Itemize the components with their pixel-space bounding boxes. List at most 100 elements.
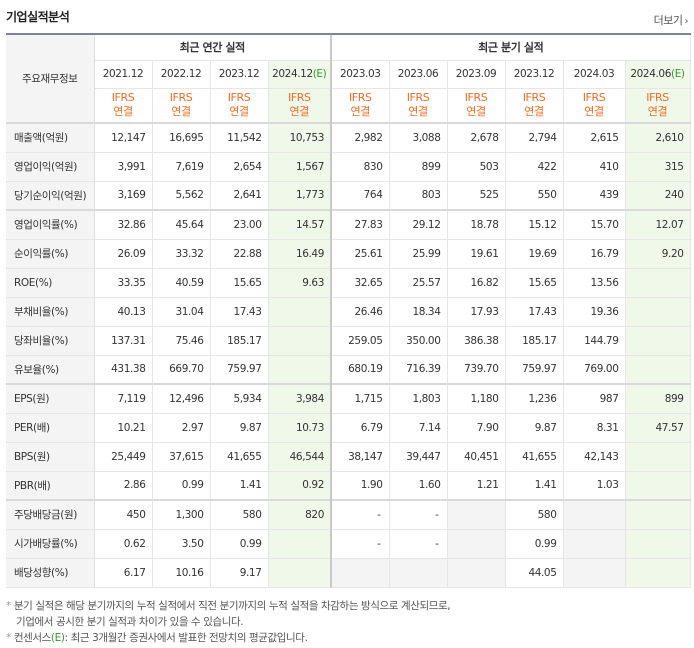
section-header: 기업실적분석 더보기 › [6, 8, 688, 28]
table-cell: 9.87 [210, 413, 269, 443]
table-cell: 820 [268, 499, 332, 530]
table-row: EPS(원) 7,119 12,496 5,934 3,984 1,715 1,803 1,1… [6, 383, 691, 414]
table-cell: 5,562 [152, 181, 211, 211]
table-cell: 37,615 [152, 442, 211, 472]
period-header: 2024.03 [563, 60, 626, 89]
table-cell: 2,641 [210, 181, 269, 211]
table-cell: 899 [389, 152, 448, 182]
period-header: 2022.12 [152, 60, 211, 89]
table-cell: 46,544 [268, 442, 332, 472]
section-title: 기업실적분석 [6, 10, 70, 24]
table-cell: 410 [563, 152, 626, 182]
ifrs-label: IFRS [348, 91, 372, 105]
table-cell: 18.78 [447, 209, 506, 240]
table-cell: 10.73 [268, 413, 332, 443]
table-cell: 769.00 [563, 355, 626, 385]
table-cell: 739.70 [447, 355, 506, 385]
estimate-marker: (E) [312, 68, 327, 80]
table-cell [268, 558, 332, 588]
table-cell: 987 [563, 383, 626, 414]
table-cell: 716.39 [389, 355, 448, 385]
table-cell [563, 499, 626, 530]
table-cell: 6.17 [94, 558, 153, 588]
table-cell: 386.38 [447, 326, 506, 356]
table-cell: 32.65 [330, 268, 390, 298]
table-cell: 1,803 [389, 383, 448, 414]
table-cell: 1.90 [330, 471, 390, 501]
table-cell: 10,753 [268, 122, 332, 153]
table-cell: 38,147 [330, 442, 390, 472]
table-row: 순이익률(%) 26.09 33.32 22.88 16.49 25.61 25.99 19.… [6, 239, 691, 269]
table-cell: 17.43 [210, 297, 269, 327]
row-label: ROE(%) [6, 268, 95, 298]
table-cell: 26.09 [94, 239, 153, 269]
table-cell [625, 326, 691, 356]
table-cell: 0.99 [505, 529, 564, 559]
table-cell [330, 558, 390, 588]
table-cell: 2,654 [210, 152, 269, 182]
table-cell: 27.83 [330, 209, 390, 240]
chevron-right-icon: › [684, 16, 689, 27]
table-cell: 2,615 [563, 122, 626, 153]
table-cell: 3,169 [94, 181, 153, 211]
table-cell: 8.31 [563, 413, 626, 443]
table-cell: 12,147 [94, 122, 153, 153]
table-cell [563, 529, 626, 559]
table-cell: 10.21 [94, 413, 153, 443]
table-cell: 759.97 [210, 355, 269, 385]
row-label: 매출액(억원) [6, 122, 95, 153]
ifrs-label: IFRS [646, 91, 669, 105]
row-label: 시가배당률(%) [6, 529, 95, 559]
table-cell [268, 297, 332, 327]
table-row: 부채비율(%) 40.13 31.04 17.43 26.46 18.34 17.93 17.… [6, 297, 691, 327]
consolidated-label: 연결 [350, 105, 371, 119]
table-cell: 899 [625, 383, 691, 414]
table-cell: - [330, 529, 390, 559]
row-label: PER(배) [6, 413, 95, 443]
table-cell: 16.79 [563, 239, 626, 269]
period-header: 2023.03 [330, 60, 390, 89]
table-cell: 0.99 [152, 471, 211, 501]
table-cell: 185.17 [210, 326, 269, 356]
table-cell: 185.17 [505, 326, 564, 356]
table-cell: 25.61 [330, 239, 390, 269]
table-cell: 12.07 [625, 209, 691, 240]
table-row: 매출액(억원) 12,147 16,695 11,542 10,753 2,982 3,08… [6, 122, 691, 153]
footnotes: * 분기 실적은 해당 분기까지의 누적 실적에서 직전 분기까지의 누적 실적을… [6, 598, 690, 646]
table-cell: 13.56 [563, 268, 626, 298]
ifrs-label: IFRS [227, 91, 251, 105]
table-cell [625, 442, 691, 472]
row-label: BPS(원) [6, 442, 95, 472]
table-cell: 669.70 [152, 355, 211, 385]
period-header: 2023.12 [505, 60, 564, 89]
period-label: 2022.12 [160, 68, 202, 80]
ifrs-header: IFRS 연결 [210, 88, 269, 124]
table-cell: 41,655 [210, 442, 269, 472]
table-cell: 144.79 [563, 326, 626, 356]
footnote-consensus: * 컨센서스(E): 최근 3개월간 증권사에서 발표한 전망치의 평균값입니다. [6, 632, 308, 644]
consolidated-label: 연결 [289, 105, 310, 119]
period-header: 2021.12 [94, 60, 153, 89]
table-cell: 31.04 [152, 297, 211, 327]
table-cell: 25.57 [389, 268, 448, 298]
table-cell [625, 268, 691, 298]
table-cell: 2,794 [505, 122, 564, 153]
table-cell: 1,715 [330, 383, 390, 414]
table-cell [625, 558, 691, 588]
table-cell: 19.69 [505, 239, 564, 269]
table-cell: 2,982 [330, 122, 390, 153]
ifrs-header: IFRS 연결 [563, 88, 626, 124]
table-cell: 764 [330, 181, 390, 211]
table-cell: 3,991 [94, 152, 153, 182]
table-cell: 315 [625, 152, 691, 182]
table-cell: 15.65 [210, 268, 269, 298]
table-cell: 9.17 [210, 558, 269, 588]
table-cell [268, 355, 332, 385]
ifrs-header: IFRS 연결 [447, 88, 506, 124]
table-cell: 42,143 [563, 442, 626, 472]
more-link[interactable]: 더보기 › [654, 12, 689, 28]
table-cell: 39,447 [389, 442, 448, 472]
table-cell: 1,180 [447, 383, 506, 414]
ifrs-label: IFRS [169, 91, 193, 105]
row-label: PBR(배) [6, 471, 95, 501]
